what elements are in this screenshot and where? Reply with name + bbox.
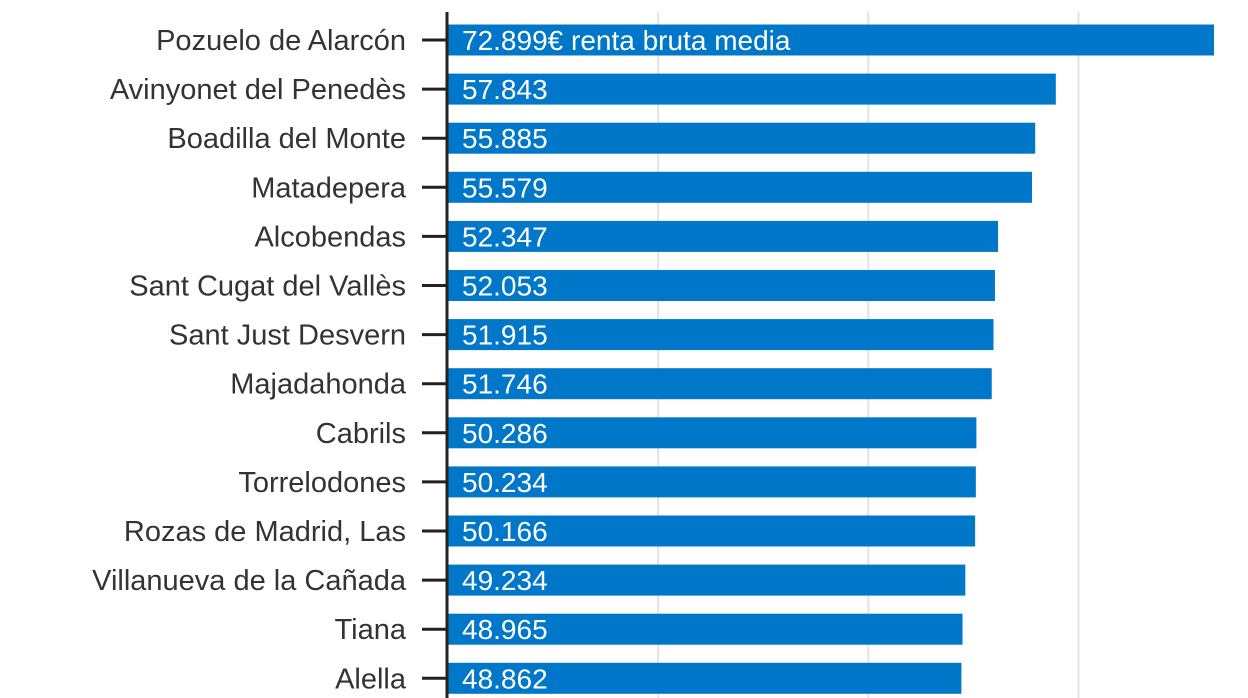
- value-label: 52.053: [462, 271, 548, 302]
- value-label: 48.965: [462, 614, 548, 645]
- category-label: Alella: [335, 663, 407, 695]
- category-label: Sant Cugat del Vallès: [129, 271, 406, 303]
- category-label: Boadilla del Monte: [167, 123, 406, 155]
- value-label: 49.234: [462, 565, 548, 596]
- bar: [448, 564, 966, 596]
- category-labels: Pozuelo de Alarcón Avinyonet del Penedès B…: [92, 25, 407, 695]
- value-label: 72.899€ renta bruta media: [462, 25, 791, 56]
- value-label: 57.843: [462, 74, 548, 105]
- value-label: 55.579: [462, 172, 548, 203]
- category-label: Torrelodones: [238, 467, 406, 499]
- bar: [448, 515, 976, 547]
- bar: [448, 122, 1036, 154]
- bar: [448, 368, 992, 400]
- value-label: 52.347: [462, 221, 548, 252]
- category-label: Majadahonda: [230, 369, 407, 401]
- bar: [448, 220, 999, 252]
- value-label: 51.746: [462, 369, 548, 400]
- bar: [448, 73, 1056, 105]
- bar: [448, 466, 976, 498]
- category-label: Sant Just Desvern: [169, 320, 406, 352]
- bar: [448, 417, 977, 449]
- value-label: 50.234: [462, 467, 548, 498]
- bar: [448, 662, 962, 694]
- value-label: 51.915: [462, 320, 548, 351]
- category-label: Rozas de Madrid, Las: [124, 516, 406, 548]
- value-labels: 72.899€ renta bruta media 57.843 55.885 55.…: [462, 25, 791, 694]
- category-label: Alcobendas: [254, 221, 406, 253]
- value-label: 55.885: [462, 123, 548, 154]
- value-label: 50.166: [462, 516, 548, 547]
- value-label: 50.286: [462, 418, 548, 449]
- bars: [448, 24, 1214, 694]
- category-label: Tiana: [335, 614, 407, 646]
- category-label: Pozuelo de Alarcón: [156, 25, 406, 57]
- category-label: Matadepera: [251, 172, 407, 204]
- y-ticks: [422, 38, 447, 680]
- bar: [448, 613, 963, 645]
- bar: [448, 319, 994, 351]
- category-label: Villanueva de la Cañada: [92, 565, 407, 597]
- category-label: Cabrils: [316, 418, 406, 450]
- value-label: 48.862: [462, 663, 548, 694]
- bar: [448, 24, 1214, 56]
- bar: [448, 171, 1033, 203]
- bar: [448, 270, 995, 301]
- category-label: Avinyonet del Penedès: [110, 74, 406, 106]
